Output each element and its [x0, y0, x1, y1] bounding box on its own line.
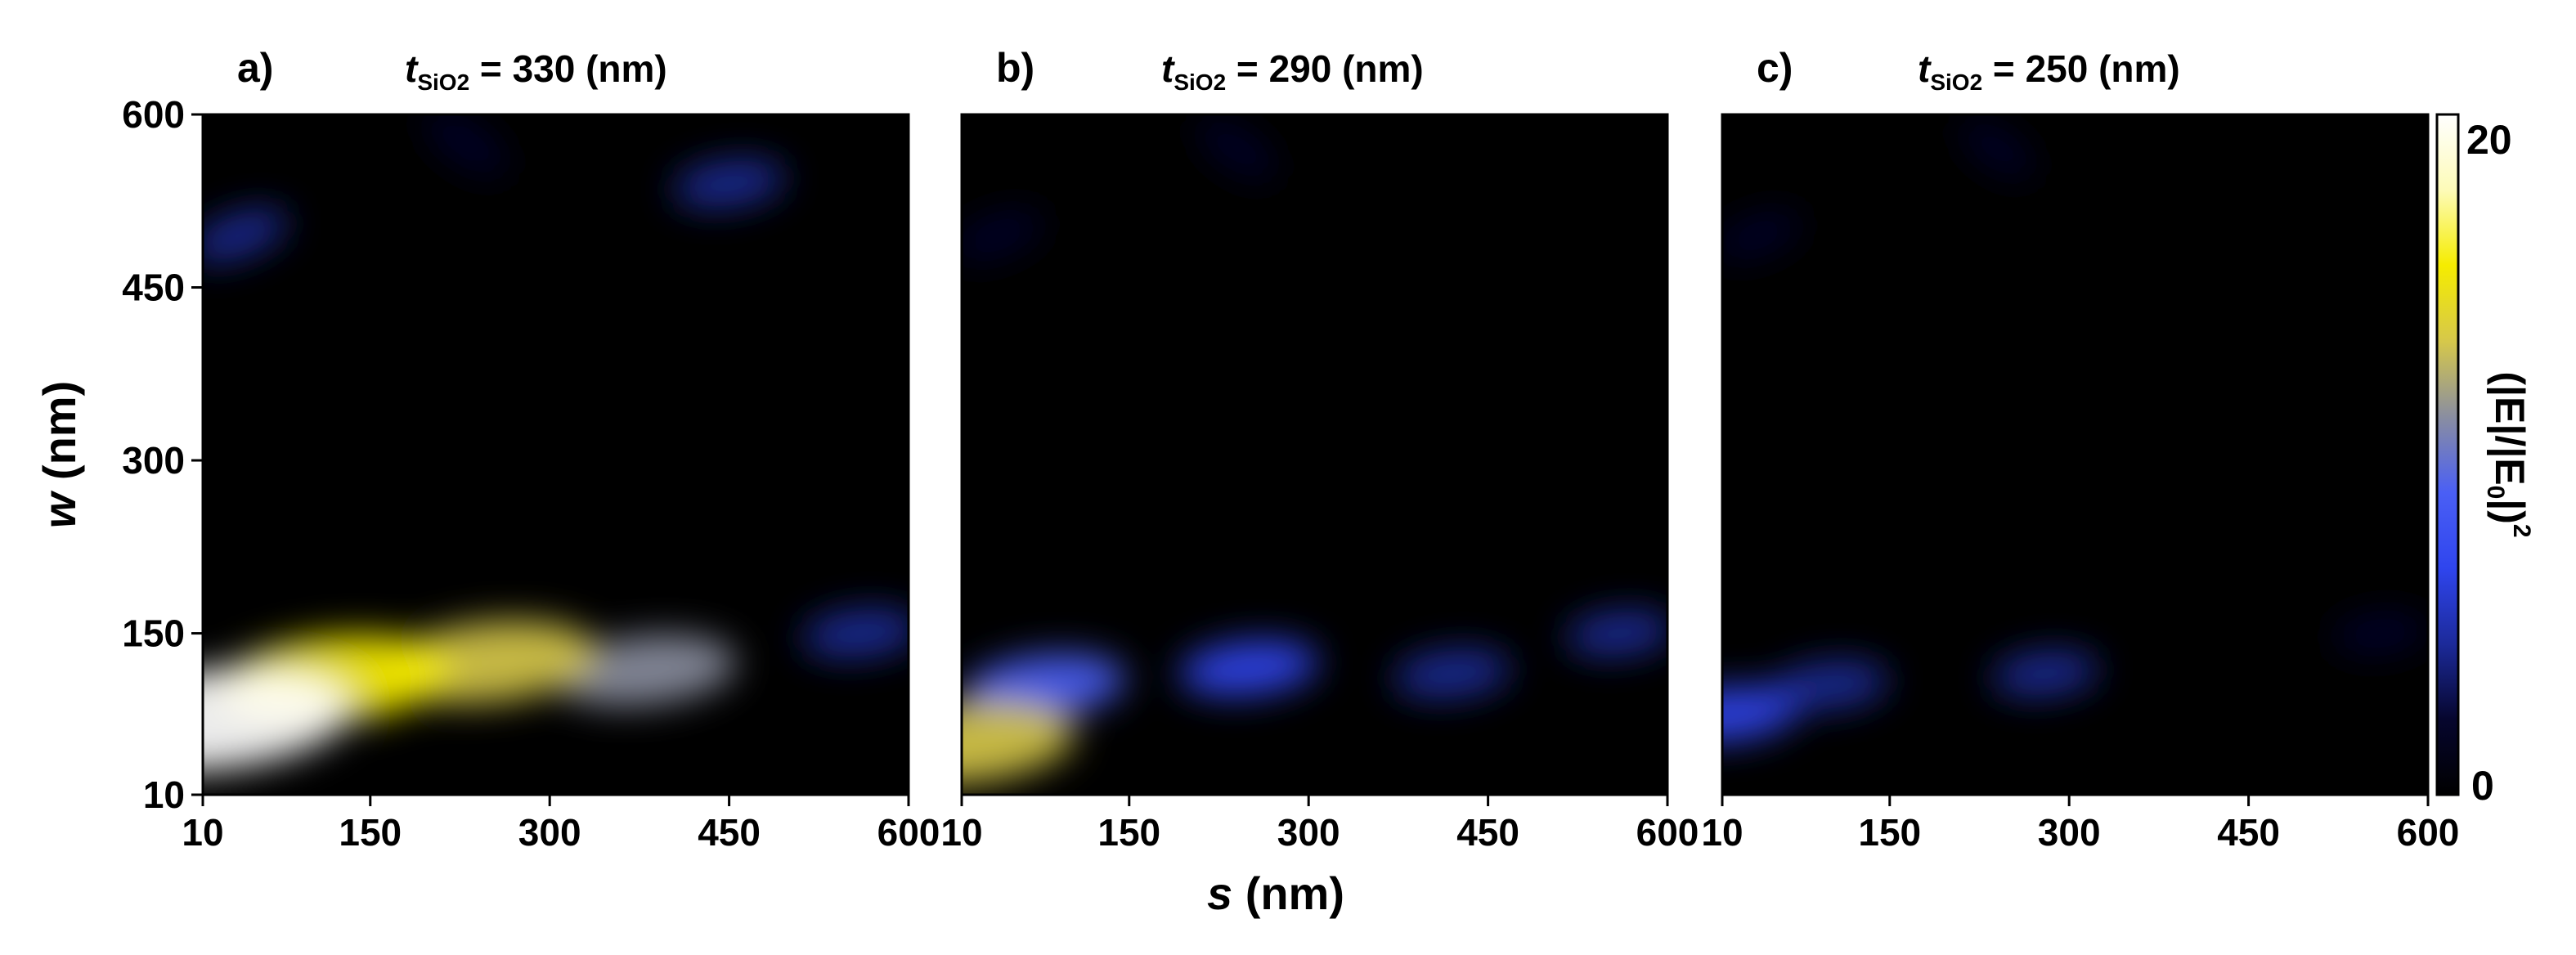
x-axis-label: s (nm) [1207, 868, 1344, 919]
x-tick-label: 150 [1097, 811, 1160, 854]
heatmap-hotspot [962, 210, 1044, 261]
y-tick-label: 10 [143, 773, 185, 816]
heatmap-hotspot [1197, 118, 1277, 180]
y-tick-label: 300 [122, 439, 185, 482]
colorbar-tick-max: 20 [2466, 117, 2512, 163]
colorbar-tick-min: 0 [2471, 763, 2494, 809]
y-tick-label: 450 [122, 267, 185, 309]
panel-b-t-sub: SiO2 [1174, 69, 1226, 95]
heatmap-hotspot [965, 653, 1126, 717]
colorbar-label-sup: 2 [2508, 524, 2535, 538]
panel-b-letter: b) [996, 45, 1034, 91]
panel-b-title: tSiO2 = 290 (nm) [1161, 47, 1424, 95]
panel-b: b) tSiO2 = 290 (nm) 10 150 300 450 600 [940, 45, 1699, 854]
colorbar-bar [2435, 113, 2460, 796]
y-axis-label: w (nm) [34, 381, 85, 528]
panel-a-y-axis: 600 450 300 150 10 [122, 93, 203, 816]
x-tick-label: 600 [1636, 811, 1699, 854]
x-tick-label: 150 [339, 811, 402, 854]
x-tick-label: 150 [1858, 811, 1921, 854]
heatmap-hotspot [203, 208, 288, 262]
x-tick-label: 10 [940, 811, 982, 854]
x-tick-label: 300 [2038, 811, 2101, 854]
x-axis-unit: (nm) [1232, 868, 1344, 919]
panel-c-t-label: t [1918, 47, 1932, 90]
y-axis-variable: w [34, 490, 85, 528]
panel-a-x-axis: 10 150 300 450 600 [182, 795, 940, 854]
colorbar-label-main: (|E|/|E [2486, 371, 2533, 485]
colorbar-label: (|E|/|E0|)2 [2482, 371, 2535, 537]
heatmap-hotspot [1722, 211, 1802, 260]
panel-a-title: tSiO2 = 330 (nm) [405, 47, 667, 95]
panel-b-x-axis: 10 150 300 450 600 [940, 795, 1699, 854]
heatmap-hotspot [672, 159, 786, 208]
panel-b-frame [960, 113, 1669, 796]
x-tick-label: 300 [1277, 811, 1340, 854]
panel-c-t-sub: SiO2 [1930, 69, 1982, 95]
panel-a-t-sub: SiO2 [417, 69, 469, 95]
panel-a-t-value: = 330 (nm) [469, 47, 667, 90]
colorbar: 20 0 (|E|/|E0|)2 [2435, 113, 2535, 809]
heatmap-hotspot [1178, 639, 1319, 697]
panel-c-letter: c) [1757, 45, 1793, 91]
colorbar-label-end: |) [2486, 499, 2533, 524]
x-tick-label: 600 [877, 811, 940, 854]
panel-a-letter: a) [237, 45, 273, 91]
x-tick-label: 450 [2217, 811, 2280, 854]
heatmap-hotspot [554, 634, 737, 706]
panel-c: c) tSiO2 = 250 (nm) 10 150 300 450 600 [1701, 45, 2459, 854]
heatmap-hotspot [424, 114, 508, 176]
colorbar-label-sub: 0 [2482, 486, 2509, 500]
heatmap-hotspot [801, 608, 909, 658]
panel-a: a) tSiO2 = 330 (nm) 10 150 300 450 600 600 45… [122, 45, 940, 854]
panel-a-t-label: t [405, 47, 419, 90]
y-tick-label: 150 [122, 612, 185, 655]
x-tick-label: 450 [1456, 811, 1519, 854]
x-tick-label: 600 [2397, 811, 2460, 854]
heatmap-hotspot [1565, 611, 1667, 657]
x-tick-label: 10 [182, 811, 223, 854]
x-tick-label: 10 [1701, 811, 1743, 854]
y-axis-unit: (nm) [34, 381, 85, 493]
heatmap-hotspot [203, 668, 351, 772]
heatmap-hotspot [1991, 651, 2099, 697]
x-tick-label: 300 [518, 811, 581, 854]
x-axis-variable: s [1207, 868, 1232, 919]
panel-c-heatmap [1722, 119, 2428, 742]
panel-b-heatmap [962, 118, 1667, 784]
panel-c-frame [1721, 113, 2430, 796]
heatmap-hotspot [2331, 612, 2428, 654]
heatmap-hotspot [1960, 119, 2035, 178]
panel-c-x-axis: 10 150 300 450 600 [1701, 795, 2459, 854]
panel-b-t-value: = 290 (nm) [1226, 47, 1424, 90]
panel-b-t-label: t [1161, 47, 1175, 90]
panel-a-heatmap [203, 114, 909, 772]
panel-c-t-value: = 250 (nm) [1982, 47, 2180, 90]
heatmap-hotspot [1770, 661, 1889, 710]
panel-a-frame [201, 113, 910, 796]
heatmap-hotspot [1722, 685, 1798, 742]
heatmap-hotspot [1393, 649, 1511, 698]
y-tick-label: 600 [122, 93, 185, 136]
x-tick-label: 450 [698, 811, 761, 854]
panel-c-title: tSiO2 = 250 (nm) [1918, 47, 2180, 95]
heatmap-hotspot [962, 702, 1075, 784]
